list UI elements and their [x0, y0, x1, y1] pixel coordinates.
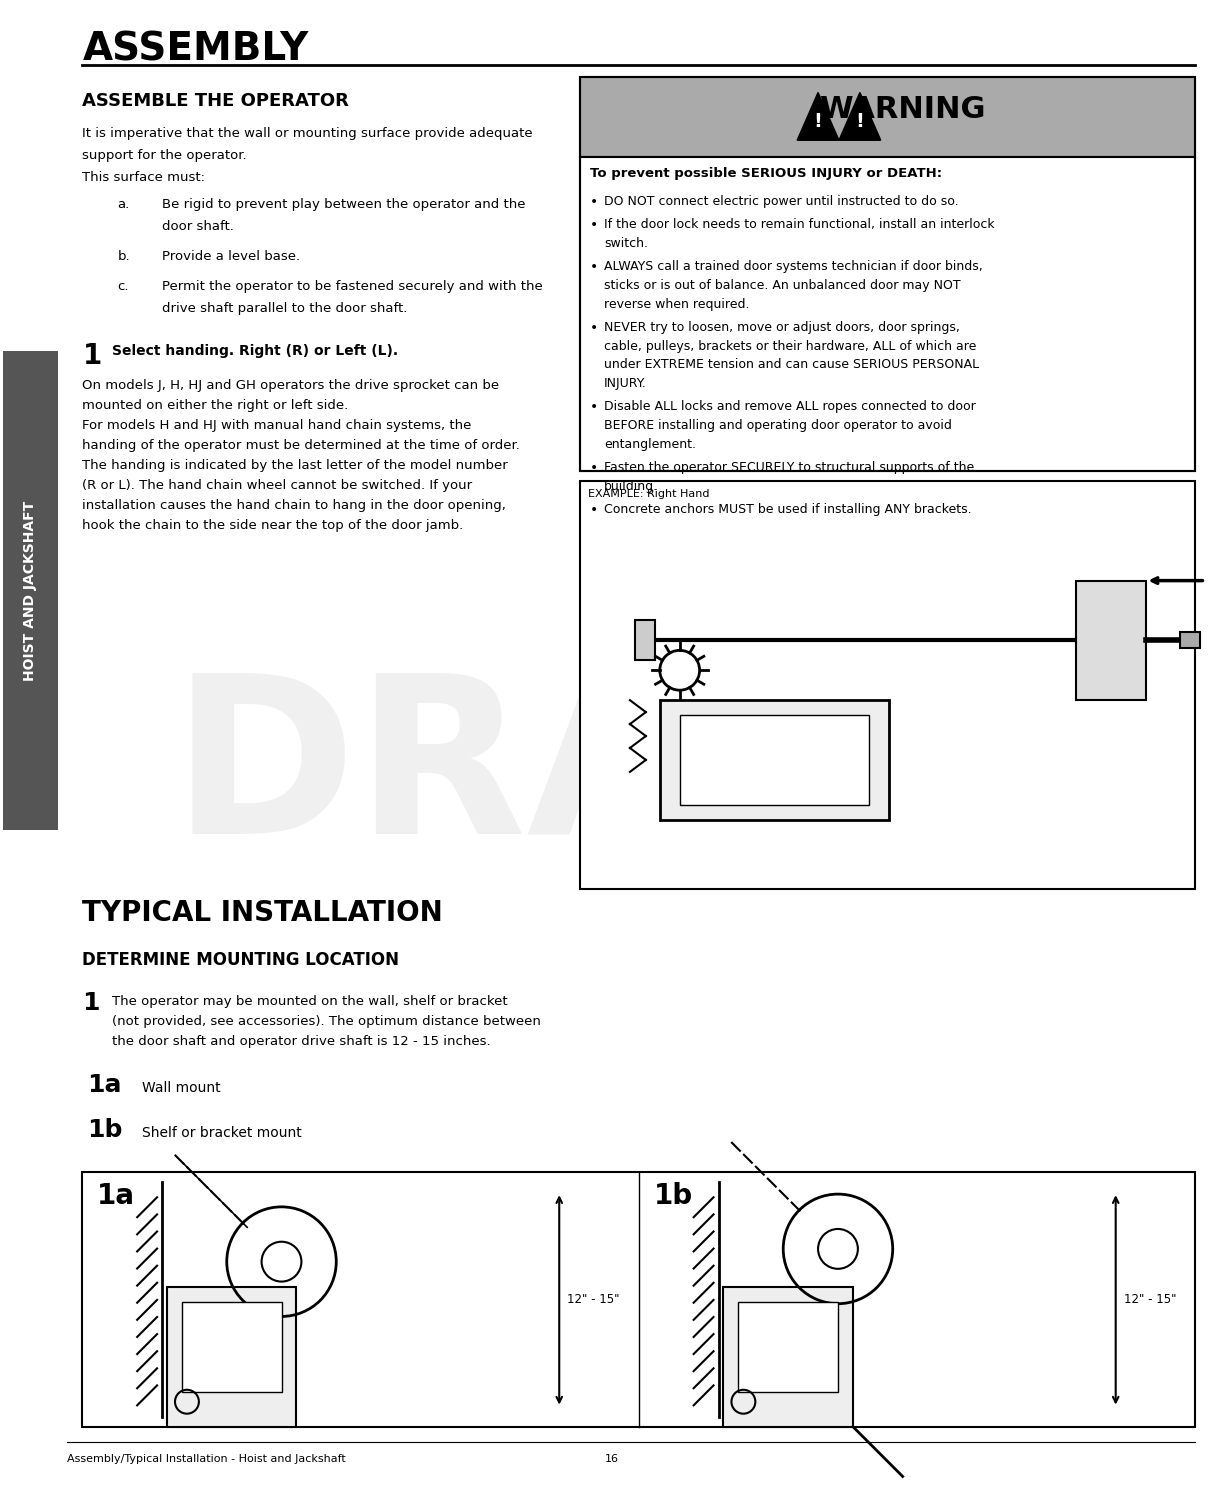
Text: Wall mount: Wall mount — [142, 1081, 221, 1094]
Text: hook the chain to the side near the top of the door jamb.: hook the chain to the side near the top … — [82, 518, 464, 532]
Text: 1b: 1b — [87, 1118, 122, 1142]
Text: •: • — [591, 321, 598, 334]
Text: ASSEMBLE THE OPERATOR: ASSEMBLE THE OPERATOR — [82, 92, 350, 110]
Text: EXAMPLE: Right Hand: EXAMPLE: Right Hand — [588, 489, 709, 499]
Bar — [659, 699, 889, 820]
Text: HOIST AND JACKSHAFT: HOIST AND JACKSHAFT — [23, 500, 37, 680]
Text: Provide a level base.: Provide a level base. — [163, 249, 300, 263]
Bar — [182, 1302, 281, 1391]
Text: If the door lock needs to remain functional, install an interlock: If the door lock needs to remain functio… — [604, 218, 994, 232]
Text: DETERMINE MOUNTING LOCATION: DETERMINE MOUNTING LOCATION — [82, 952, 400, 970]
Text: TYPICAL INSTALLATION: TYPICAL INSTALLATION — [82, 900, 443, 928]
Text: 1: 1 — [82, 342, 102, 370]
Text: •: • — [591, 401, 598, 414]
Bar — [580, 77, 1195, 471]
Text: 12" - 15": 12" - 15" — [1124, 1293, 1177, 1307]
Text: Concrete anchors MUST be used if installing ANY brackets.: Concrete anchors MUST be used if install… — [604, 503, 971, 515]
Text: WARNING: WARNING — [819, 95, 986, 125]
Bar — [82, 1172, 1195, 1427]
Text: Disable ALL locks and remove ALL ropes connected to door: Disable ALL locks and remove ALL ropes c… — [604, 401, 976, 413]
Bar — [580, 157, 1195, 471]
Text: BEFORE installing and operating door operator to avoid: BEFORE installing and operating door ope… — [604, 419, 951, 432]
Bar — [1076, 581, 1146, 699]
Text: 1a: 1a — [87, 1072, 122, 1097]
Bar — [580, 481, 1195, 890]
Text: 1: 1 — [82, 990, 100, 1016]
Text: ALWAYS call a trained door systems technician if door binds,: ALWAYS call a trained door systems techn… — [604, 260, 983, 273]
Text: Fasten the operator SECURELY to structural supports of the: Fasten the operator SECURELY to structur… — [604, 460, 975, 474]
Text: For models H and HJ with manual hand chain systems, the: For models H and HJ with manual hand cha… — [82, 419, 472, 432]
Text: handing of the operator must be determined at the time of order.: handing of the operator must be determin… — [82, 440, 520, 451]
Text: •: • — [591, 260, 598, 273]
Text: mounted on either the right or left side.: mounted on either the right or left side… — [82, 399, 349, 413]
Text: •: • — [591, 503, 598, 517]
Text: 16: 16 — [604, 1454, 619, 1464]
Bar — [724, 1287, 852, 1427]
Text: To prevent possible SERIOUS INJURY or DEATH:: To prevent possible SERIOUS INJURY or DE… — [591, 168, 942, 180]
Text: switch.: switch. — [604, 238, 648, 249]
Bar — [635, 621, 654, 661]
Text: 1b: 1b — [654, 1182, 693, 1210]
Text: b.: b. — [117, 249, 130, 263]
Text: !: ! — [855, 111, 865, 131]
Text: a.: a. — [117, 198, 130, 211]
Text: installation causes the hand chain to hang in the door opening,: installation causes the hand chain to ha… — [82, 499, 506, 512]
Text: support for the operator.: support for the operator. — [82, 148, 247, 162]
Text: INJURY.: INJURY. — [604, 377, 647, 391]
Text: building.: building. — [604, 480, 658, 493]
Text: door shaft.: door shaft. — [163, 220, 234, 233]
Text: (R or L). The hand chain wheel cannot be switched. If your: (R or L). The hand chain wheel cannot be… — [82, 480, 472, 492]
Text: the door shaft and operator drive shaft is 12 - 15 inches.: the door shaft and operator drive shaft … — [113, 1035, 490, 1048]
Text: DRAFT: DRAFT — [171, 665, 1003, 879]
Text: c.: c. — [117, 279, 128, 293]
Text: •: • — [591, 460, 598, 475]
Text: DO NOT connect electric power until instructed to do so.: DO NOT connect electric power until inst… — [604, 195, 959, 208]
Text: under EXTREME tension and can cause SERIOUS PERSONAL: under EXTREME tension and can cause SERI… — [604, 358, 980, 371]
Text: The handing is indicated by the last letter of the model number: The handing is indicated by the last let… — [82, 459, 509, 472]
Text: Shelf or bracket mount: Shelf or bracket mount — [142, 1126, 302, 1139]
Text: entanglement.: entanglement. — [604, 438, 696, 451]
Text: Select handing. Right (R) or Left (L).: Select handing. Right (R) or Left (L). — [113, 345, 399, 358]
Bar — [2, 352, 57, 830]
Text: •: • — [591, 218, 598, 232]
Text: NEVER try to loosen, move or adjust doors, door springs,: NEVER try to loosen, move or adjust door… — [604, 321, 960, 334]
Text: 1a: 1a — [98, 1182, 136, 1210]
Text: •: • — [591, 195, 598, 209]
Text: This surface must:: This surface must: — [82, 171, 205, 184]
Text: On models J, H, HJ and GH operators the drive sprocket can be: On models J, H, HJ and GH operators the … — [82, 379, 499, 392]
Text: reverse when required.: reverse when required. — [604, 297, 750, 310]
Polygon shape — [839, 92, 881, 140]
Text: cable, pulleys, brackets or their hardware, ALL of which are: cable, pulleys, brackets or their hardwa… — [604, 340, 976, 352]
Text: Be rigid to prevent play between the operator and the: Be rigid to prevent play between the ope… — [163, 198, 526, 211]
Text: The operator may be mounted on the wall, shelf or bracket: The operator may be mounted on the wall,… — [113, 995, 508, 1008]
Text: 12" - 15": 12" - 15" — [567, 1293, 620, 1307]
Polygon shape — [797, 92, 839, 140]
Bar — [168, 1287, 296, 1427]
Text: ASSEMBLY: ASSEMBLY — [82, 31, 308, 68]
Text: drive shaft parallel to the door shaft.: drive shaft parallel to the door shaft. — [163, 301, 407, 315]
Bar — [739, 1302, 838, 1391]
Text: !: ! — [813, 111, 823, 131]
Text: sticks or is out of balance. An unbalanced door may NOT: sticks or is out of balance. An unbalanc… — [604, 279, 960, 291]
Text: (not provided, see accessories). The optimum distance between: (not provided, see accessories). The opt… — [113, 1014, 541, 1028]
Text: Permit the operator to be fastened securely and with the: Permit the operator to be fastened secur… — [163, 279, 543, 293]
Text: Assembly/Typical Installation - Hoist and Jackshaft: Assembly/Typical Installation - Hoist an… — [67, 1454, 346, 1464]
Bar — [1180, 633, 1200, 649]
Bar — [680, 716, 868, 805]
Text: It is imperative that the wall or mounting surface provide adequate: It is imperative that the wall or mounti… — [82, 128, 533, 140]
Bar — [580, 77, 1195, 157]
